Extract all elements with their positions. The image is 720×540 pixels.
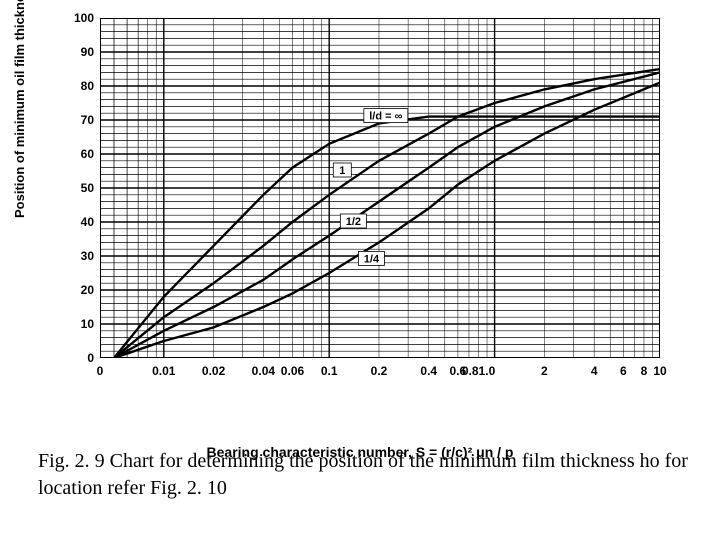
x-tick: 0.01 [152, 364, 175, 378]
y-tick: 80 [81, 79, 94, 93]
x-tick: 0.02 [202, 364, 225, 378]
y-tick: 0 [87, 351, 94, 365]
x-tick: 6 [620, 364, 627, 378]
y-tick: 20 [81, 283, 94, 297]
plot-area: l/d = ∞11/21/4 010203040506070809010000.… [100, 18, 660, 358]
curve-label: 1 [339, 165, 345, 177]
x-tick: 2 [541, 364, 548, 378]
y-tick: 50 [81, 181, 94, 195]
x-tick: 0.2 [371, 364, 388, 378]
curve-label: 1/4 [364, 253, 380, 265]
x-tick: 0.81.0 [462, 364, 495, 378]
x-tick: 4 [591, 364, 598, 378]
y-tick: 100 [74, 11, 94, 25]
x-tick: 10 [653, 364, 666, 378]
curve-label: l/d = ∞ [369, 111, 402, 123]
y-tick: 60 [81, 147, 94, 161]
x-tick: 0.4 [420, 364, 437, 378]
y-tick: 10 [81, 317, 94, 331]
figure-caption: Fig. 2. 9 Chart for determining the posi… [38, 448, 700, 502]
chart-svg: l/d = ∞ 1 1/2 1/4 [100, 18, 660, 358]
x-tick: 0.1 [321, 364, 338, 378]
x-tick: 0.06 [281, 364, 304, 378]
x-tick: 8 [641, 364, 648, 378]
y-tick: 70 [81, 113, 94, 127]
y-tick: 30 [81, 249, 94, 263]
y-tick: 90 [81, 45, 94, 59]
y-axis-label: Position of minimum oil film thickness φ… [12, 0, 27, 218]
y-tick: 40 [81, 215, 94, 229]
x-tick: 0.04 [252, 364, 275, 378]
chart-container: Position of minimum oil film thickness φ… [40, 18, 680, 418]
x-tick: 0 [97, 364, 104, 378]
curve-label: 1/2 [346, 216, 361, 228]
